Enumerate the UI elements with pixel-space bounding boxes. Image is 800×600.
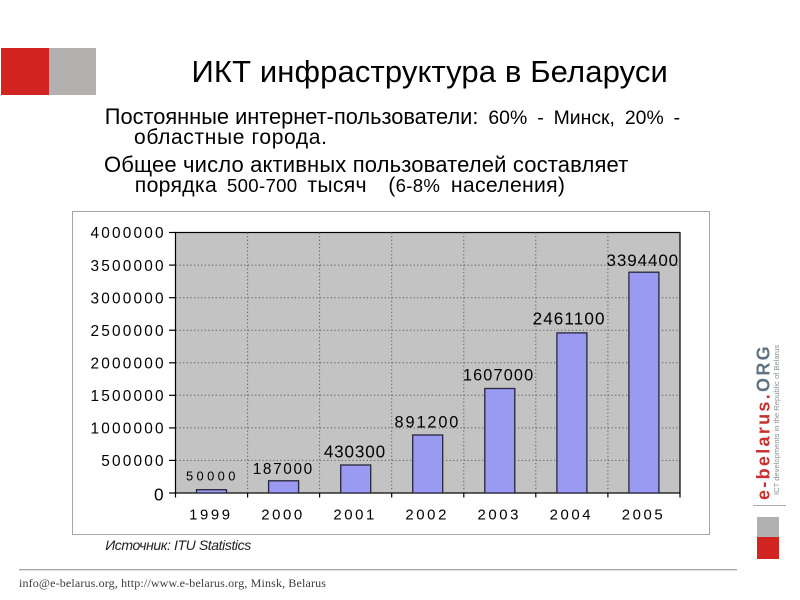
- svg-text:1000000: 1000000: [90, 421, 165, 438]
- svg-text:2461100: 2461100: [533, 310, 606, 329]
- svg-text:3000000: 3000000: [90, 290, 165, 307]
- svg-text:2000000: 2000000: [90, 356, 165, 373]
- svg-text:1607000: 1607000: [463, 367, 534, 385]
- svg-text:500000: 500000: [101, 453, 166, 470]
- svg-text:2000: 2000: [261, 508, 305, 524]
- svg-text:4000000: 4000000: [90, 225, 165, 242]
- svg-text:1999: 1999: [189, 508, 233, 524]
- svg-text:891200: 891200: [395, 414, 461, 432]
- svg-text:0: 0: [154, 484, 166, 504]
- svg-text:1500000: 1500000: [90, 388, 165, 405]
- svg-text:430300: 430300: [324, 443, 386, 462]
- svg-text:2005: 2005: [622, 508, 666, 524]
- svg-text:2002: 2002: [405, 508, 449, 524]
- svg-text:3500000: 3500000: [90, 258, 165, 275]
- svg-text:2004: 2004: [550, 508, 594, 524]
- svg-text:e-belarus.ORG: e-belarus.ORG: [754, 344, 774, 500]
- svg-text:3394400: 3394400: [607, 251, 679, 270]
- svg-text:2001: 2001: [333, 508, 377, 524]
- svg-text:2003: 2003: [478, 508, 522, 524]
- svg-text:50000: 50000: [186, 469, 239, 484]
- svg-text:187000: 187000: [253, 461, 314, 478]
- svg-text:ICT developments in the Republ: ICT developments in the Republic of Bela…: [772, 345, 781, 495]
- svg-text:2500000: 2500000: [90, 323, 165, 340]
